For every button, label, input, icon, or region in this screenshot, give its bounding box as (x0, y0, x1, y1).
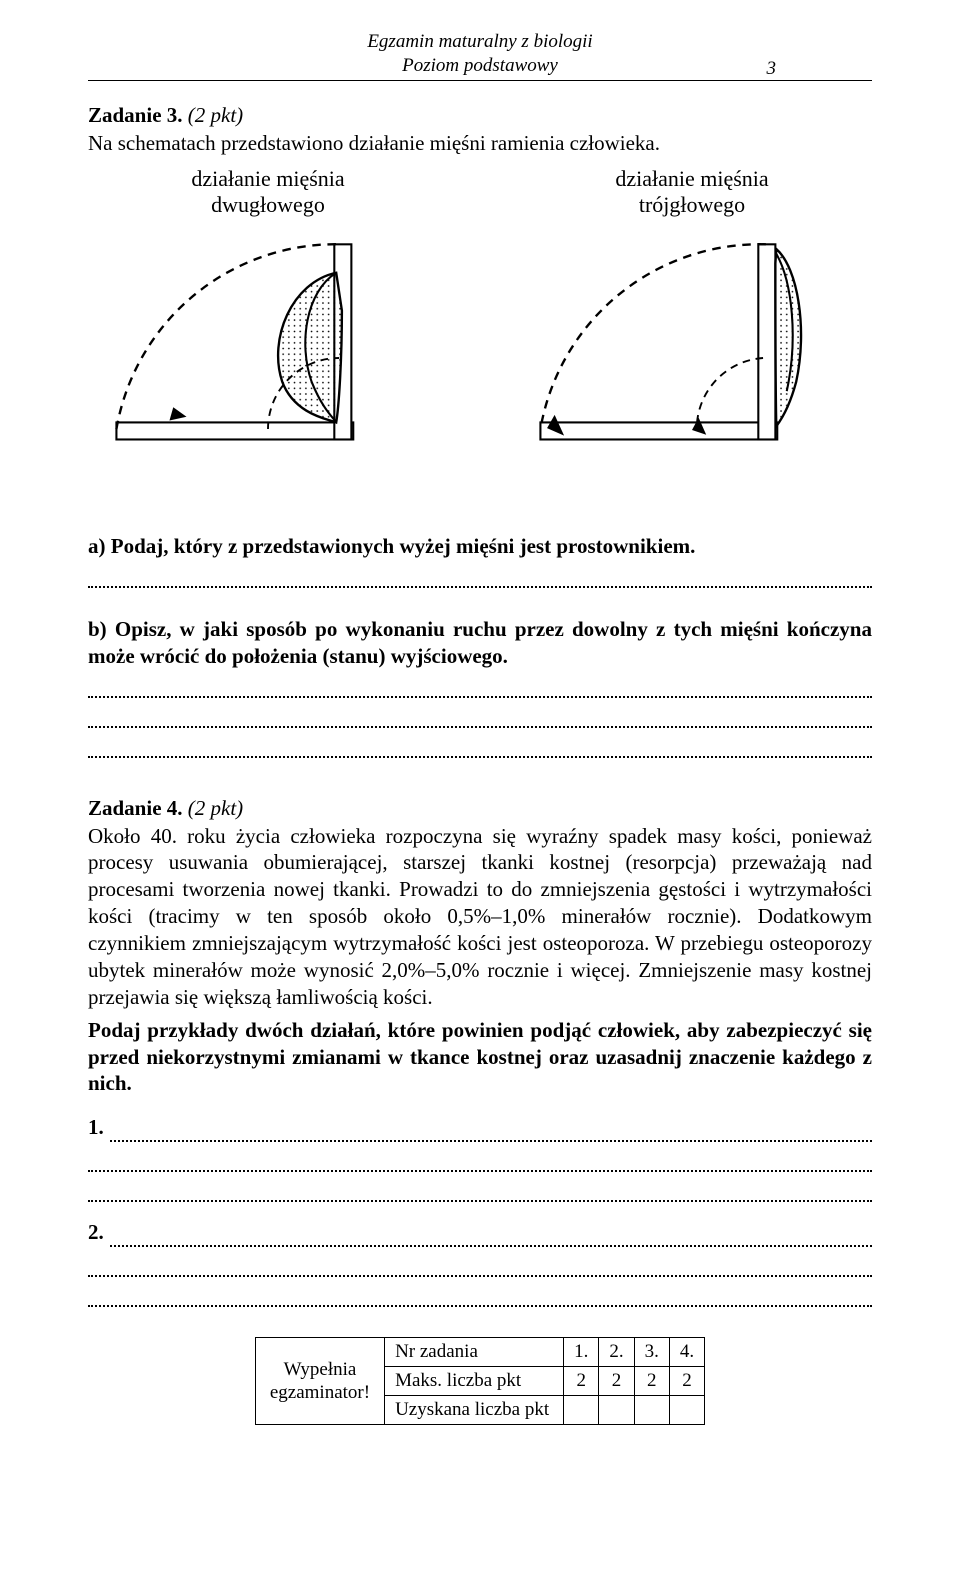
task4-label: Zadanie 4. (88, 796, 183, 820)
task3-diagrams: działanie mięśnia dwugłowego (88, 166, 872, 503)
score-table: Wypełnia egzaminator! Nr zadania 1. 2. 3… (255, 1337, 705, 1425)
answer-2-row: 2. (88, 1220, 872, 1247)
task3-part-b: b) Opisz, w jaki sposób po wykonaniu ruc… (88, 616, 872, 670)
task4-paragraph: Około 40. roku życia człowieka rozpoczyn… (88, 823, 872, 1011)
triceps-diagram-svg (512, 213, 872, 503)
answer-line[interactable] (88, 1200, 872, 1202)
caption-right-1: działanie mięśnia (615, 166, 768, 191)
score-cell: 2. (599, 1338, 634, 1367)
task3-label: Zadanie 3. (88, 103, 183, 127)
score-row1-label: Nr zadania (385, 1338, 564, 1367)
score-cell: 2 (669, 1367, 704, 1396)
task3-intro: Na schematach przedstawiono działanie mi… (88, 130, 872, 157)
answer-1-label: 1. (88, 1115, 104, 1142)
task3-part-a: a) Podaj, który z przedstawionych wyżej … (88, 533, 872, 560)
score-row3-label: Uzyskana liczba pkt (385, 1396, 564, 1425)
diagram-triceps: działanie mięśnia trójgłowego (512, 166, 872, 503)
answer-2-label: 2. (88, 1220, 104, 1247)
answer-line[interactable] (110, 1140, 872, 1142)
task4-instruction: Podaj przykłady dwóch działań, które pow… (88, 1017, 872, 1098)
score-side-cell: Wypełnia egzaminator! (255, 1338, 384, 1425)
score-cell: 2 (634, 1367, 669, 1396)
answer-line[interactable] (88, 1305, 872, 1307)
score-row2-label: Maks. liczba pkt (385, 1367, 564, 1396)
header-rule (88, 80, 872, 81)
answer-1-row: 1. (88, 1115, 872, 1142)
diagram-biceps: działanie mięśnia dwugłowego (88, 166, 448, 503)
score-input-cell[interactable] (599, 1396, 634, 1425)
score-cell: 4. (669, 1338, 704, 1367)
biceps-diagram-svg (88, 213, 448, 503)
score-cell: 1. (564, 1338, 599, 1367)
page-number: 3 (767, 58, 777, 80)
score-side-l1: Wypełnia (284, 1359, 357, 1380)
score-cell: 2 (564, 1367, 599, 1396)
score-cell: 2 (599, 1367, 634, 1396)
answer-line[interactable] (110, 1245, 872, 1247)
task3-title: Zadanie 3. (2 pkt) (88, 103, 872, 128)
caption-left-2: dwugłowego (211, 192, 325, 217)
caption-right-2: trójgłowego (639, 192, 745, 217)
header-line-1: Egzamin maturalny z biologii (88, 30, 872, 54)
score-input-cell[interactable] (669, 1396, 704, 1425)
task4-points: (2 pkt) (188, 796, 243, 820)
score-side-l2: egzaminator! (270, 1382, 370, 1403)
score-input-cell[interactable] (564, 1396, 599, 1425)
score-cell: 3. (634, 1338, 669, 1367)
header-line-2: Poziom podstawowy (88, 54, 872, 78)
score-input-cell[interactable] (634, 1396, 669, 1425)
caption-left-1: działanie mięśnia (191, 166, 344, 191)
task4-title: Zadanie 4. (2 pkt) (88, 796, 872, 821)
exam-header: Egzamin maturalny z biologii Poziom pods… (88, 30, 872, 78)
task3-points: (2 pkt) (188, 103, 243, 127)
